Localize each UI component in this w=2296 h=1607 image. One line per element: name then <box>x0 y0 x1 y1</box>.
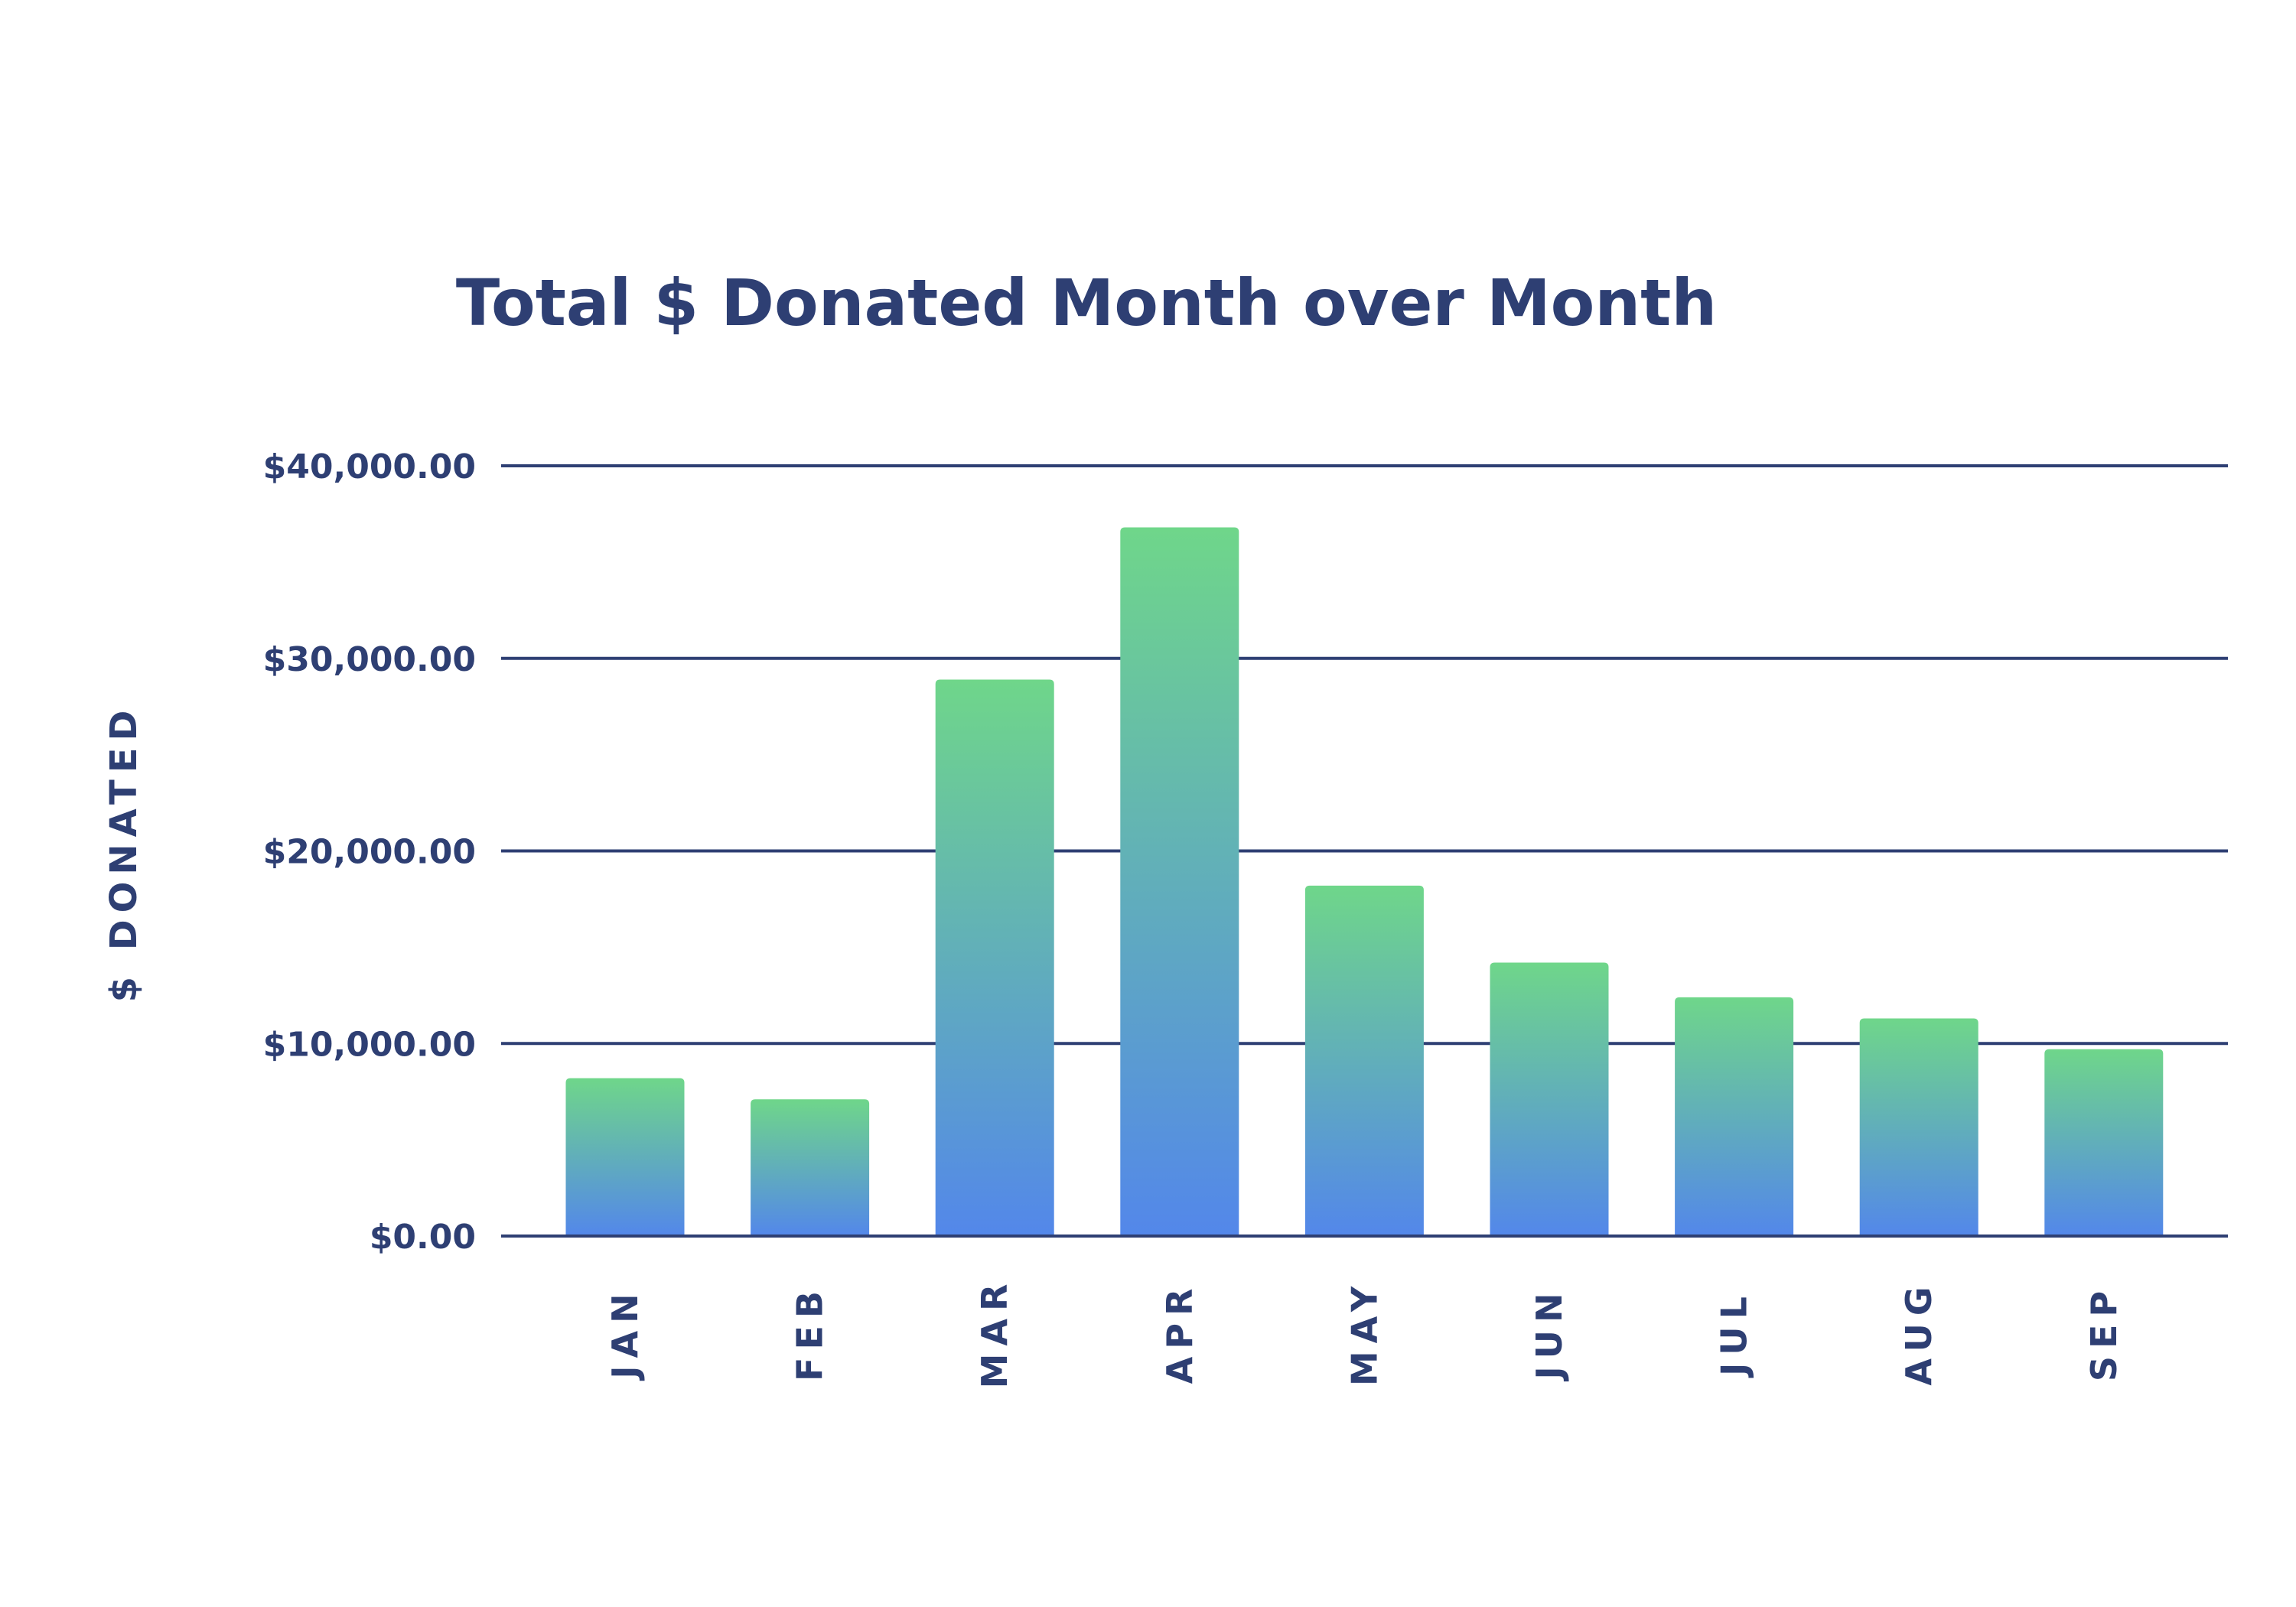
y-tick-label: $40,000.00 <box>263 447 476 486</box>
bar-jan <box>565 1078 685 1236</box>
bar-sep <box>2044 1049 2164 1236</box>
bar-jul <box>1675 997 1794 1236</box>
bars <box>565 527 2164 1236</box>
bar-may <box>1304 885 1424 1236</box>
x-tick-label: JUN <box>1529 1286 1570 1382</box>
bar-jun <box>1490 962 1609 1236</box>
x-tick-label: AUG <box>1898 1279 1939 1385</box>
chart-title: Total $ Donated Month over Month <box>456 265 1717 340</box>
y-tick-label: $10,000.00 <box>263 1025 476 1064</box>
bar-aug <box>1859 1018 1978 1236</box>
bar-mar <box>935 679 1054 1236</box>
y-axis-label: $ DONATED <box>103 704 145 1003</box>
y-tick-label: $0.00 <box>370 1218 476 1257</box>
x-tick-label: FEB <box>790 1283 831 1381</box>
bar-apr <box>1120 527 1239 1236</box>
x-tick-label: JUL <box>1714 1289 1755 1378</box>
x-tick-label: SEP <box>2083 1283 2125 1381</box>
y-tick-label: $30,000.00 <box>263 640 476 679</box>
x-tick-label: MAY <box>1343 1279 1385 1386</box>
x-tick-label: JAN <box>604 1286 646 1381</box>
x-tick-label: APR <box>1159 1281 1200 1384</box>
x-axis-ticks: JAN FEB MAR APR MAY JUN JUL AUG SEP <box>604 1277 2125 1389</box>
x-tick-label: MAR <box>974 1277 1015 1389</box>
y-axis-ticks: $0.00 $10,000.00 $20,000.00 $30,000.00 $40,0… <box>263 447 476 1257</box>
y-tick-label: $20,000.00 <box>263 833 476 872</box>
bar-feb <box>751 1099 870 1236</box>
